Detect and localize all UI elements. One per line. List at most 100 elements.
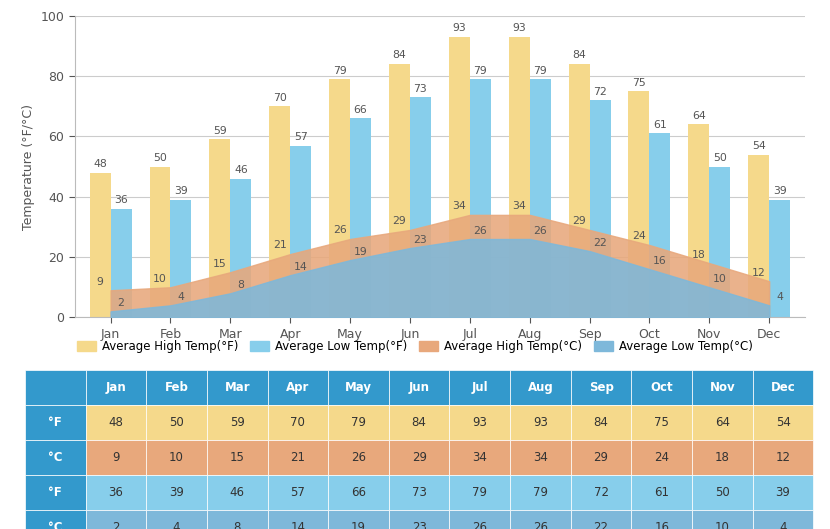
Text: 79: 79	[533, 486, 548, 499]
Text: 79: 79	[473, 66, 487, 76]
Text: 75: 75	[632, 78, 646, 88]
Text: 64: 64	[692, 111, 705, 121]
Bar	[146, 440, 207, 475]
Text: 34: 34	[472, 451, 487, 464]
Text: 22: 22	[593, 238, 607, 248]
Text: 93: 93	[472, 416, 487, 429]
Text: 79: 79	[333, 66, 346, 76]
Bar	[632, 475, 692, 510]
Text: Feb: Feb	[164, 381, 188, 394]
Bar	[450, 405, 510, 440]
Text: 8: 8	[233, 521, 241, 529]
Legend: Average High Temp(°F), Average Low Temp(°F), Average High Temp(°C), Average Low : Average High Temp(°F), Average Low Temp(…	[73, 335, 757, 358]
Text: 29: 29	[593, 451, 608, 464]
Bar	[25, 475, 85, 510]
Bar	[267, 405, 328, 440]
Bar	[388, 475, 450, 510]
Bar	[753, 510, 813, 529]
Bar	[571, 440, 632, 475]
Bar	[170, 200, 192, 317]
Text: 19: 19	[351, 521, 366, 529]
Bar	[449, 37, 470, 317]
Bar	[450, 475, 510, 510]
Text: 46: 46	[230, 486, 245, 499]
Bar	[328, 440, 388, 475]
Bar	[146, 475, 207, 510]
Text: 59: 59	[213, 126, 227, 136]
Text: 2: 2	[112, 521, 120, 529]
Bar	[207, 405, 267, 440]
Text: 26: 26	[534, 226, 547, 236]
Text: 10: 10	[713, 274, 727, 284]
Text: 8: 8	[237, 280, 244, 290]
Text: 70: 70	[290, 416, 305, 429]
Bar	[450, 510, 510, 529]
Text: 14: 14	[294, 262, 308, 272]
Text: 12: 12	[775, 451, 790, 464]
Bar	[267, 370, 328, 405]
Text: 18: 18	[715, 451, 730, 464]
Text: 54: 54	[776, 416, 790, 429]
Text: °F: °F	[48, 416, 62, 429]
Bar	[510, 405, 571, 440]
Text: 4: 4	[178, 293, 184, 302]
Bar	[25, 440, 85, 475]
Text: 4: 4	[779, 521, 787, 529]
Text: 50: 50	[713, 153, 727, 163]
Text: Jun: Jun	[408, 381, 430, 394]
Text: 93: 93	[533, 416, 548, 429]
Bar	[510, 475, 571, 510]
Text: 84: 84	[593, 416, 608, 429]
Bar	[90, 172, 110, 317]
Text: 23: 23	[413, 235, 427, 245]
Text: Dec: Dec	[771, 381, 795, 394]
Text: 4: 4	[173, 521, 180, 529]
Bar	[207, 370, 267, 405]
Text: 2: 2	[118, 298, 124, 308]
Text: 21: 21	[273, 241, 286, 250]
Text: 34: 34	[533, 451, 548, 464]
Text: 14: 14	[290, 521, 305, 529]
Text: Jan: Jan	[105, 381, 126, 394]
Text: 10: 10	[715, 521, 730, 529]
Text: 39: 39	[174, 186, 188, 196]
Bar	[350, 118, 371, 317]
Text: 54: 54	[752, 141, 765, 151]
Text: 75: 75	[654, 416, 669, 429]
Bar	[632, 405, 692, 440]
Bar	[25, 510, 85, 529]
Text: 34: 34	[512, 201, 526, 211]
Text: 23: 23	[412, 521, 427, 529]
Bar	[328, 510, 388, 529]
Bar	[632, 370, 692, 405]
Bar	[231, 179, 251, 317]
Bar	[510, 370, 571, 405]
Text: 19: 19	[354, 247, 368, 257]
Text: 79: 79	[351, 416, 366, 429]
Text: 66: 66	[351, 486, 366, 499]
Text: Nov: Nov	[710, 381, 735, 394]
Text: Oct: Oct	[651, 381, 673, 394]
Bar	[450, 440, 510, 475]
Bar	[388, 370, 450, 405]
Text: 57: 57	[290, 486, 305, 499]
Text: 29: 29	[393, 216, 407, 226]
Bar	[410, 97, 431, 317]
Text: 36: 36	[115, 195, 128, 205]
Bar	[692, 405, 753, 440]
Text: 59: 59	[230, 416, 245, 429]
Text: 36: 36	[109, 486, 124, 499]
Bar	[149, 167, 170, 317]
Text: °F: °F	[48, 486, 62, 499]
Text: 24: 24	[654, 451, 669, 464]
Bar	[632, 440, 692, 475]
Text: 9: 9	[97, 277, 104, 287]
Text: 48: 48	[93, 159, 107, 169]
Text: 26: 26	[473, 226, 487, 236]
Bar	[267, 510, 328, 529]
Text: °C: °C	[48, 521, 62, 529]
Text: 26: 26	[351, 451, 366, 464]
Bar	[330, 79, 350, 317]
Bar	[692, 475, 753, 510]
Text: 73: 73	[412, 486, 427, 499]
